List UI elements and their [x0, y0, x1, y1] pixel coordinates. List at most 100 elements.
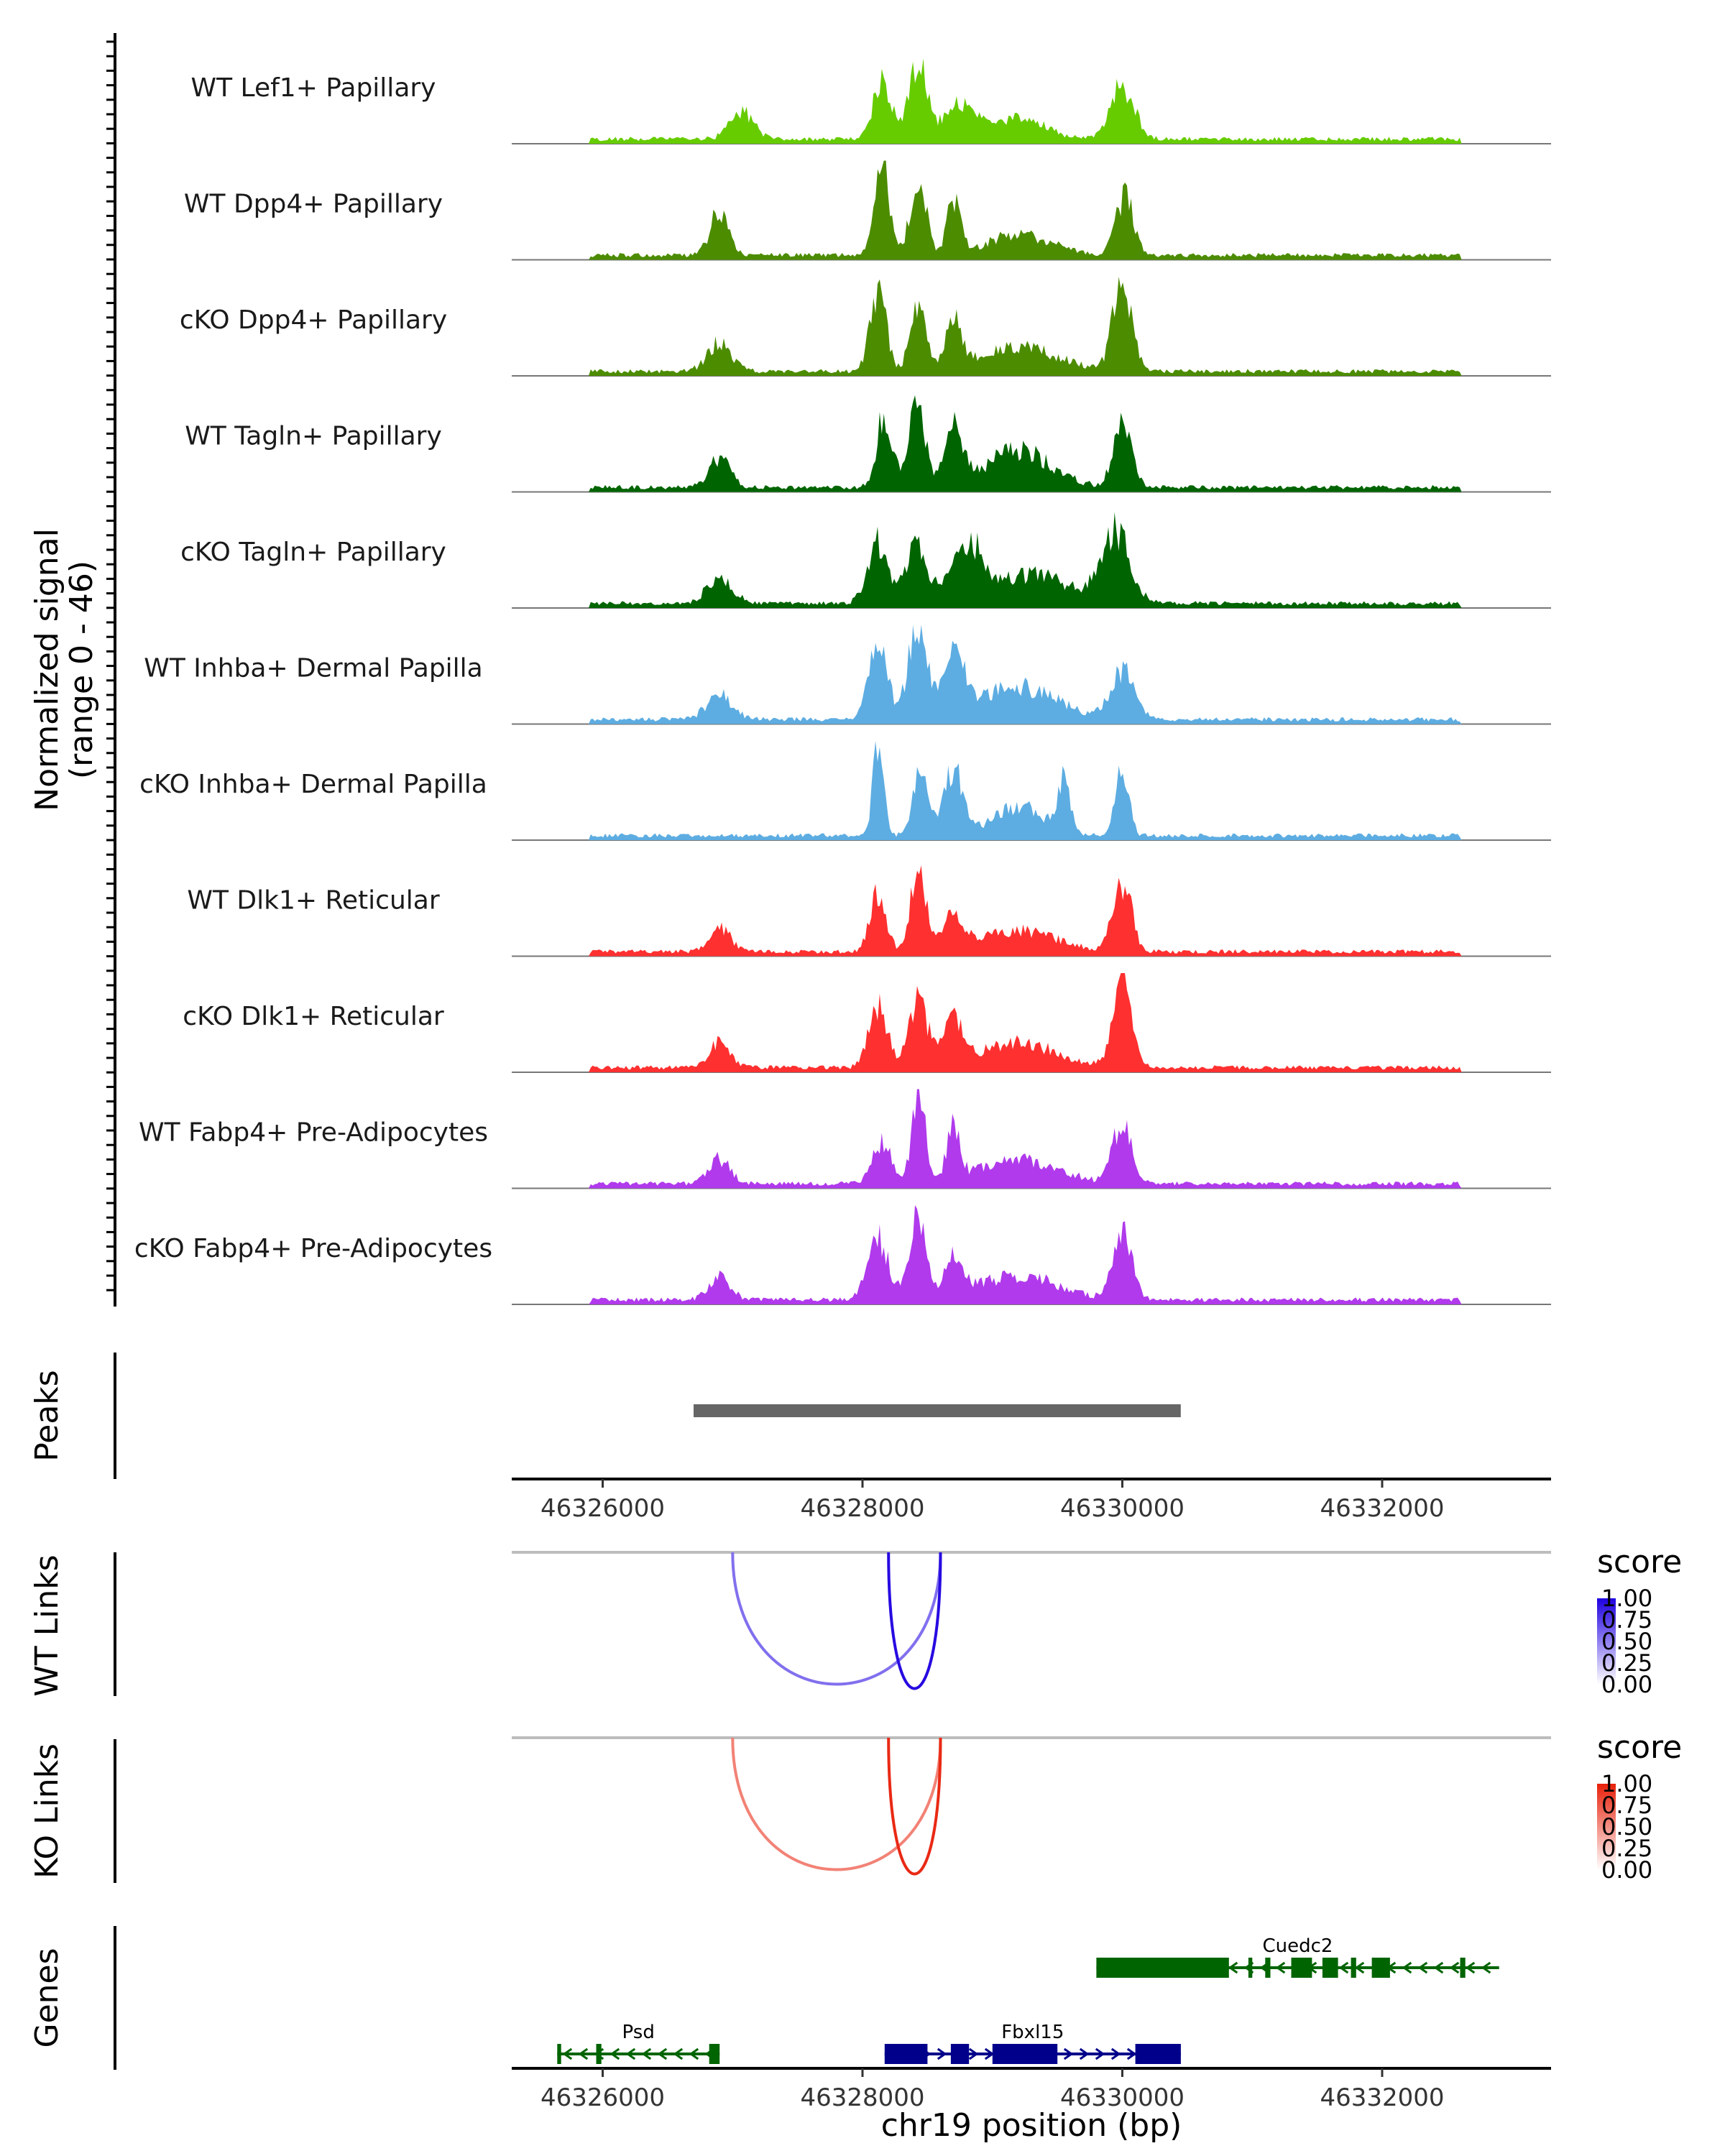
gene-label: Cuedc2	[1263, 1935, 1333, 1957]
coverage-area	[512, 865, 1551, 957]
track-label: cKO Dpp4+ Papillary	[180, 305, 447, 335]
track-label: WT Inhba+ Dermal Papilla	[144, 654, 482, 683]
coverage-track: WT Dpp4+ Papillary	[184, 160, 1551, 261]
gene-exon	[1135, 2044, 1181, 2064]
gene-exon	[1460, 1958, 1466, 1978]
coverage-area	[512, 625, 1551, 724]
x-tick-label: 46328000	[800, 1494, 924, 1523]
coverage-tracks: WT Lef1+ Papillary WT Dpp4+ Papillary cKO …	[134, 58, 1551, 1305]
track-label: WT Lef1+ Papillary	[191, 73, 436, 103]
gene-exon	[557, 2044, 561, 2064]
x-tick-label: 46326000	[540, 1494, 665, 1523]
gene-exon	[1096, 1958, 1229, 1978]
x-tick-label: 46326000	[540, 2083, 665, 2112]
strand-arrow	[610, 2047, 620, 2060]
strand-arrow	[1465, 1961, 1476, 1974]
gene-model: Cuedc2	[1096, 1935, 1499, 1978]
gene-label: Fbxl15	[1001, 2022, 1064, 2043]
gene-exon	[709, 2044, 720, 2064]
genes-x-axis-ticks: 46326000 46328000 46330000 46332000	[540, 2068, 1445, 2112]
gene-exon	[992, 2044, 1058, 2064]
legend-title: score	[1597, 1729, 1682, 1766]
coverage-area	[512, 973, 1551, 1072]
coverage-track: cKO Fabp4+ Pre-Adipocytes	[134, 1205, 1551, 1305]
coverage-area	[512, 277, 1551, 376]
signal-axis-range: (range 0 - 46)	[63, 561, 100, 779]
coverage-track: WT Lef1+ Papillary	[191, 58, 1551, 144]
ko-links-track	[512, 1736, 1551, 1876]
track-label: WT Tagln+ Papillary	[185, 422, 442, 451]
coverage-area	[512, 160, 1551, 260]
strand-arrow	[1481, 1961, 1491, 1974]
strand-arrow	[1228, 1961, 1238, 1974]
gene-model: Psd	[557, 2022, 720, 2064]
coverage-track: cKO Dpp4+ Papillary	[180, 277, 1551, 377]
strand-arrow	[641, 2047, 652, 2060]
wt-links-legend: score 1.000.750.500.250.00	[1597, 1544, 1682, 1698]
strand-arrow	[578, 2047, 589, 2060]
ko-links-label: KO Links	[29, 1743, 65, 1879]
coverage-area	[512, 395, 1551, 492]
link-arc	[731, 1737, 942, 1871]
track-label: cKO Tagln+ Papillary	[180, 538, 446, 567]
peaks-track	[694, 1404, 1181, 1417]
peaks-track-label: Peaks	[29, 1370, 65, 1461]
genes-track: Cuedc2 Psd Fbxl15	[557, 1935, 1499, 2064]
legend-tick-label: 0.75	[1601, 1606, 1652, 1634]
strand-arrow	[1449, 1961, 1460, 1974]
coverage-track: WT Tagln+ Papillary	[185, 395, 1551, 493]
coverage-area	[512, 58, 1551, 144]
coverage-area	[512, 741, 1551, 840]
legend-tick-label: 0.25	[1601, 1649, 1652, 1677]
gene-model: Fbxl15	[884, 2022, 1181, 2064]
peaks-x-axis-ticks: 46326000 46328000 46330000 46332000	[540, 1479, 1445, 1523]
signal-axis-label: Normalized signal	[29, 528, 65, 811]
ko-links-legend: score 1.000.750.500.250.00	[1597, 1729, 1682, 1884]
coverage-track: WT Dlk1+ Reticular	[187, 865, 1551, 957]
x-tick-label: 46328000	[800, 2083, 924, 2112]
gene-exon	[950, 2044, 970, 2064]
gene-exon	[1265, 1958, 1271, 1978]
genes-track-label: Genes	[29, 1948, 65, 2047]
legend-tick-label: 0.00	[1601, 1671, 1652, 1698]
legend-title: score	[1597, 1544, 1682, 1580]
strand-arrow	[1126, 2047, 1137, 2060]
track-label: cKO Dlk1+ Reticular	[183, 1002, 444, 1031]
strand-arrow	[1338, 1961, 1349, 1974]
coverage-area	[512, 1205, 1551, 1304]
strand-arrow	[937, 2047, 947, 2060]
coverage-track: WT Fabp4+ Pre-Adipocytes	[139, 1089, 1551, 1189]
peak-region	[694, 1404, 1181, 1417]
wt-links-track	[512, 1551, 1551, 1690]
coverage-track: WT Inhba+ Dermal Papilla	[144, 625, 1551, 725]
gene-exon	[1248, 1958, 1253, 1978]
gene-exon	[1351, 1958, 1356, 1978]
track-label: cKO Inhba+ Dermal Papilla	[139, 770, 487, 799]
strand-arrow	[1079, 2047, 1090, 2060]
strand-arrow	[625, 2047, 636, 2060]
legend-tick-label: 0.25	[1601, 1835, 1652, 1862]
track-label: WT Fabp4+ Pre-Adipocytes	[139, 1118, 488, 1148]
legend-tick-label: 1.00	[1601, 1770, 1652, 1797]
link-arc	[887, 1737, 942, 1876]
track-label: cKO Fabp4+ Pre-Adipocytes	[134, 1234, 492, 1263]
strand-arrow	[1354, 1961, 1365, 1974]
strand-arrow	[1433, 1961, 1444, 1974]
strand-arrow	[1095, 2047, 1105, 2060]
strand-arrow	[657, 2047, 668, 2060]
signal-axis-ticks	[106, 40, 115, 1291]
x-tick-label: 46330000	[1060, 1494, 1184, 1523]
coverage-area	[512, 1089, 1551, 1189]
strand-arrow	[1417, 1961, 1428, 1974]
coverage-area	[512, 512, 1551, 608]
track-label: WT Dpp4+ Papillary	[184, 190, 443, 219]
gene-exon	[884, 2044, 928, 2064]
coverage-track: cKO Tagln+ Papillary	[180, 512, 1551, 609]
coverage-track: cKO Inhba+ Dermal Papilla	[139, 741, 1551, 841]
legend-colorbar	[1597, 1598, 1616, 1685]
legend-tick-label: 0.50	[1601, 1628, 1652, 1655]
strand-arrow	[1110, 2047, 1121, 2060]
legend-tick-label: 0.75	[1601, 1792, 1652, 1819]
track-label: WT Dlk1+ Reticular	[187, 886, 439, 916]
